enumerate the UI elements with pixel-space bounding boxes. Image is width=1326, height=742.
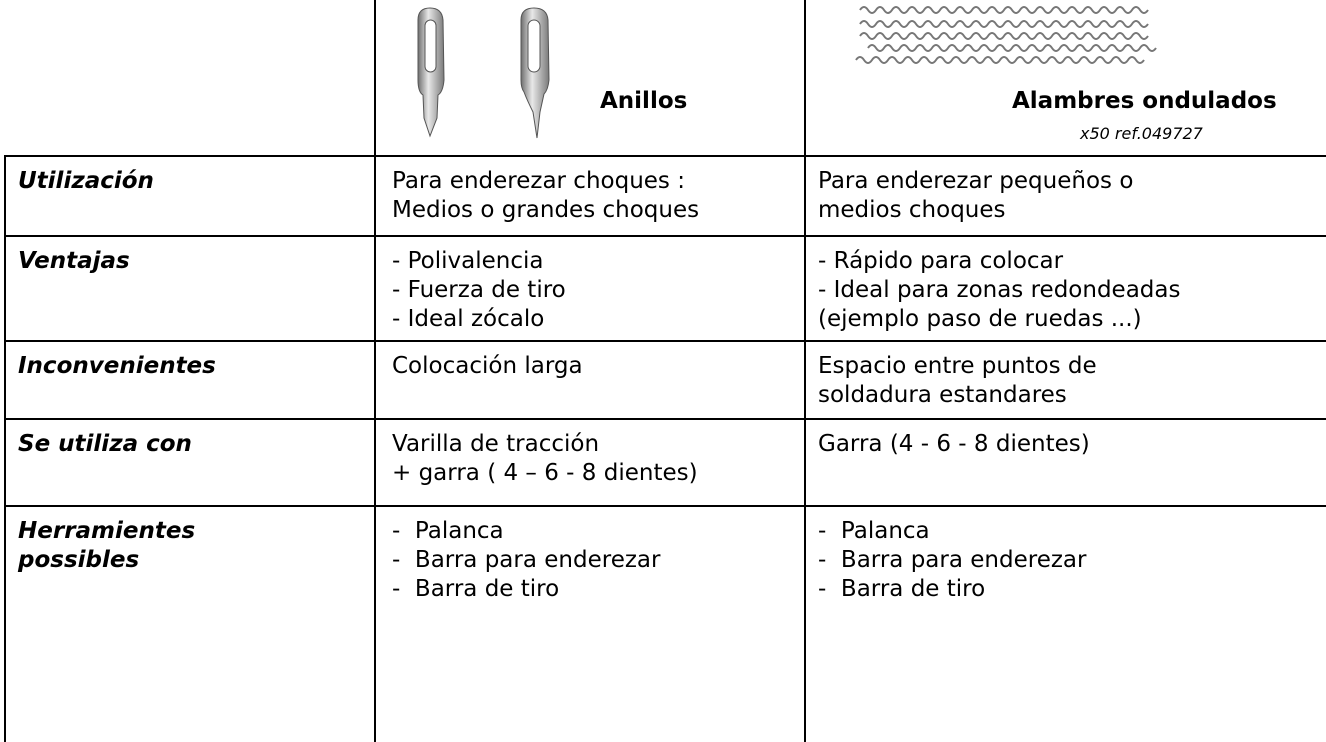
cell-text: Colocación larga	[392, 353, 583, 379]
row-border	[4, 235, 1326, 237]
row-label: Se utiliza con	[18, 431, 192, 457]
cell-text: - Rápido para colocar	[818, 248, 1064, 274]
cell-text: soldadura estandares	[818, 382, 1067, 408]
row-label: Utilización	[18, 168, 154, 194]
cell-text: medios choques	[818, 197, 1006, 223]
row-label: Inconvenientes	[18, 353, 216, 379]
row-border	[4, 155, 1326, 157]
cell-text: - Barra para enderezar	[392, 547, 661, 573]
cell-text: Espacio entre puntos de	[818, 353, 1097, 379]
cell-text: - Barra de tiro	[392, 576, 560, 602]
cell-text: + garra ( 4 – 6 - 8 dientes)	[392, 460, 698, 486]
row-label: Ventajas	[18, 248, 130, 274]
cell-text: - Palanca	[392, 518, 504, 544]
cell-text: - Barra para enderezar	[818, 547, 1087, 573]
row-border	[4, 340, 1326, 342]
cell-text: - Fuerza de tiro	[392, 277, 566, 303]
row-border	[4, 505, 1326, 507]
ring-needle	[417, 7, 445, 138]
wavy-wires	[855, 6, 1157, 64]
cell-text: Para enderezar pequeños o	[818, 168, 1134, 194]
column-border	[804, 0, 806, 742]
table-border	[4, 155, 6, 742]
cell-text: (ejemplo paso de ruedas ...)	[818, 306, 1142, 332]
row-label: possibles	[18, 547, 140, 573]
column-border	[374, 0, 376, 742]
cell-text: - Palanca	[818, 518, 930, 544]
cell-text: Garra (4 - 6 - 8 dientes)	[818, 431, 1090, 457]
row-label: Herramientes	[18, 518, 196, 544]
cell-text: Para enderezar choques :	[392, 168, 685, 194]
column-title: Alambres ondulados	[1012, 88, 1277, 114]
cell-text: - Barra de tiro	[818, 576, 986, 602]
cell-text: - Ideal para zonas redondeadas	[818, 277, 1181, 303]
column-title: Anillos	[600, 88, 688, 114]
row-border	[4, 418, 1326, 420]
illustrations	[417, 6, 1157, 139]
cell-text: Medios o grandes choques	[392, 197, 700, 223]
cell-text: - Ideal zócalo	[392, 306, 545, 332]
cell-text: - Polivalencia	[392, 248, 544, 274]
cell-text: Varilla de tracción	[392, 431, 600, 457]
column-subtitle: x50 ref.049727	[1080, 124, 1203, 143]
ring-needle	[520, 7, 550, 139]
